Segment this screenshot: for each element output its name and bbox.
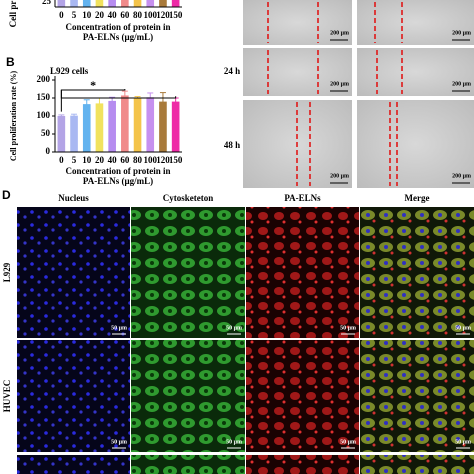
column-label: Nucleus (58, 193, 89, 203)
scale-label: 200 μm (452, 81, 471, 87)
y-tick-label: 100 (37, 110, 51, 120)
fluorescence-image (17, 207, 130, 338)
bar (95, 103, 104, 152)
bar-stub (82, 0, 91, 7)
column-label: Cytosketeton (163, 193, 214, 203)
x-tick-label: 100 (144, 155, 158, 165)
bar-stub (57, 0, 66, 7)
bar (108, 100, 116, 152)
y-tick-label: 50 (41, 128, 51, 138)
bar-stub (108, 0, 116, 7)
bar (159, 101, 167, 152)
panel-label: B (6, 55, 15, 69)
bar-stub (171, 0, 180, 7)
fluorescence-image (360, 340, 474, 452)
fluorescence-image (246, 455, 359, 474)
scale-label: 200 μm (452, 30, 471, 36)
x-axis-label: Concentration of protein in (65, 22, 170, 32)
row-label: HUVEC (2, 380, 12, 413)
y-axis-label: Cell proliferation rate (%) (9, 71, 18, 162)
x-tick-label: 20 (95, 155, 105, 165)
fluorescence-image (360, 455, 474, 474)
fluorescence-image (131, 455, 245, 474)
column-label: PA-ELNs (284, 193, 321, 203)
wound-image (357, 100, 474, 188)
panel-label: D (2, 188, 11, 202)
scale-label: 50 μm (111, 325, 127, 331)
bar (70, 115, 78, 152)
x-tick-label: 40 (108, 155, 118, 165)
wound-image (243, 48, 352, 96)
significance-bracket (60, 89, 126, 112)
bar-stub (121, 0, 129, 7)
fluorescence-image (17, 455, 130, 474)
wound-image (357, 48, 474, 96)
scale-label: 50 μm (340, 439, 356, 445)
scale-label: 50 μm (226, 325, 242, 331)
significance-mark: * (90, 78, 96, 92)
x-tick-label: 150 (169, 155, 183, 165)
x-tick-label: 80 (133, 155, 143, 165)
fluorescence-image (131, 340, 245, 452)
scale-label: 200 μm (330, 30, 349, 36)
x-axis-label: PA-ELNs (μg/mL) (83, 176, 153, 186)
scale-label: 50 μm (455, 325, 471, 331)
row-label: L929 (2, 262, 12, 282)
scale-label: 200 μm (330, 173, 349, 179)
x-tick-label: 40 (108, 10, 118, 20)
bar-stub (95, 0, 104, 7)
x-tick-label: 10 (82, 155, 92, 165)
column-label: Merge (405, 193, 430, 203)
x-tick-label: 0 (59, 155, 64, 165)
x-tick-label: 10 (82, 10, 92, 20)
x-axis-label: PA-ELNs (μg/mL) (83, 32, 153, 42)
x-tick-label: 5 (72, 10, 77, 20)
significance-bracket (60, 90, 177, 99)
fluorescence-image (246, 207, 359, 338)
bar (82, 104, 91, 152)
bar (146, 97, 155, 152)
y-axis-label: Cell pr (8, 1, 18, 28)
x-axis-label: Concentration of protein in (65, 166, 170, 176)
fluorescence-image (360, 207, 474, 338)
x-tick-label: 0 (59, 10, 64, 20)
bar-stub (146, 0, 155, 7)
bar (133, 98, 142, 152)
scale-label: 200 μm (452, 173, 471, 179)
wound-image (357, 0, 474, 45)
x-tick-label: 120 (156, 155, 170, 165)
fluorescence-image (17, 340, 130, 452)
scale-label: 50 μm (226, 439, 242, 445)
scale-label: 50 μm (340, 325, 356, 331)
y-tick-label: 0 (46, 146, 51, 156)
scale-label: 200 μm (330, 81, 349, 87)
bar (171, 101, 180, 152)
fluorescence-image (246, 340, 359, 452)
bar-stub (133, 0, 142, 7)
bar (57, 116, 66, 152)
x-tick-label: 20 (95, 10, 105, 20)
x-tick-label: 60 (120, 155, 130, 165)
fluorescence-image (131, 207, 245, 338)
chart-title: L929 cells (50, 66, 89, 76)
x-tick-label: 5 (72, 155, 77, 165)
y-tick-label: 25 (42, 0, 52, 6)
x-tick-label: 120 (156, 10, 170, 20)
x-tick-label: 80 (133, 10, 143, 20)
row-label: 24 h (224, 66, 240, 76)
y-tick-label: 150 (37, 92, 51, 102)
bar (121, 95, 129, 152)
x-tick-label: 60 (120, 10, 130, 20)
bar-stub (70, 0, 78, 7)
scale-label: 50 μm (111, 439, 127, 445)
row-label: 48 h (224, 140, 240, 150)
x-tick-label: 150 (169, 10, 183, 20)
bar-stub (159, 0, 167, 7)
x-tick-label: 100 (144, 10, 158, 20)
wound-image (243, 0, 352, 45)
y-tick-label: 200 (37, 74, 51, 84)
scale-label: 50 μm (455, 439, 471, 445)
